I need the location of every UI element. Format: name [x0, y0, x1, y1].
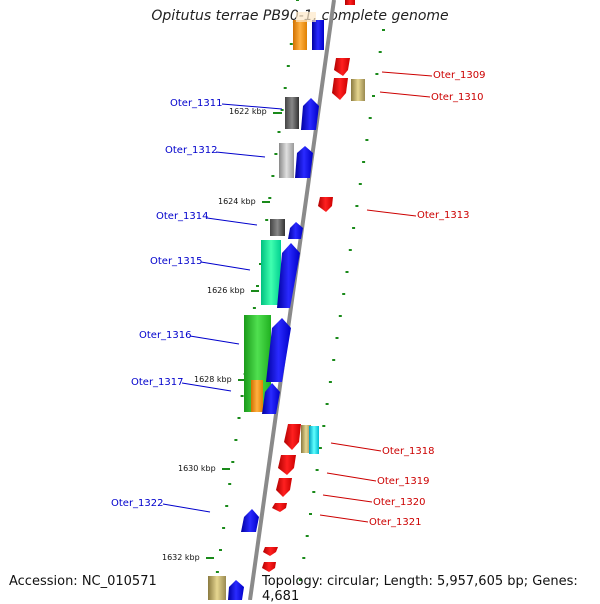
gene-arrow-oter-1321[interactable] — [272, 503, 287, 512]
forward-gene-labels: Oter_1311 Oter_1312 Oter_1314 Oter_1315 … — [111, 98, 223, 509]
gene-label-oter-1319[interactable]: Oter_1319 — [377, 476, 430, 487]
gene-label-oter-1320[interactable]: Oter_1320 — [373, 497, 426, 508]
gene-arrow-oter-1314[interactable] — [288, 222, 303, 239]
gene-label-oter-1321[interactable]: Oter_1321 — [369, 517, 422, 528]
gene-arrow-oter-1319[interactable] — [278, 455, 296, 475]
gene-label-oter-1310[interactable]: Oter_1310 — [431, 92, 484, 103]
gene-arrow-oter-1316[interactable] — [266, 318, 291, 382]
gene-label-oter-1311[interactable]: Oter_1311 — [170, 98, 223, 109]
gene-label-oter-1322[interactable]: Oter_1322 — [111, 498, 164, 509]
gene-label-oter-1316[interactable]: Oter_1316 — [139, 330, 192, 341]
scale-label-1628: 1628 kbp — [194, 375, 232, 384]
gene-label-oter-1317[interactable]: Oter_1317 — [131, 377, 184, 388]
accession-text: Accession: NC_010571 — [9, 574, 157, 589]
gene-arrow-oter-1310[interactable] — [332, 78, 348, 100]
reverse-features — [262, 0, 365, 572]
scale-label-1624: 1624 kbp — [218, 197, 256, 206]
genome-backbone — [248, 0, 336, 600]
gene-arrow-oter-1320[interactable] — [276, 478, 292, 497]
gene-arrow-oter-1313[interactable] — [318, 197, 333, 212]
label-leaders — [162, 71, 433, 523]
gene-arrow-oter-1312[interactable] — [295, 146, 313, 178]
gene-label-oter-1309[interactable]: Oter_1309 — [433, 70, 486, 81]
gene-arrow-oter-1318[interactable] — [284, 424, 301, 450]
scale-label-1632: 1632 kbp — [162, 553, 200, 562]
gene-arrow-oter-1315[interactable] — [277, 243, 300, 308]
scale-label-1626: 1626 kbp — [207, 286, 245, 295]
scale-label-1630: 1630 kbp — [178, 464, 216, 473]
tick-marks — [212, 0, 385, 595]
gene-arrow-oter-1309[interactable] — [334, 58, 350, 76]
gene-label-oter-1312[interactable]: Oter_1312 — [165, 145, 218, 156]
reverse-gene-labels: Oter_1309 Oter_1310 Oter_1313 Oter_1318 … — [369, 70, 486, 528]
forward-features — [208, 12, 324, 600]
scale-label-1622: 1622 kbp — [229, 107, 267, 116]
gene-arrow-oter-1317[interactable] — [262, 383, 280, 414]
scale-labels: 1622 kbp 1624 kbp 1626 kbp 1628 kbp 1630… — [162, 107, 282, 562]
gene-label-oter-1318[interactable]: Oter_1318 — [382, 446, 435, 457]
gene-label-oter-1315[interactable]: Oter_1315 — [150, 256, 203, 267]
gene-arrow-oter-1322[interactable] — [241, 509, 259, 532]
gene-label-oter-1313[interactable]: Oter_1313 — [417, 210, 470, 221]
gene-arrow-oter-1311[interactable] — [301, 98, 319, 130]
gene-label-oter-1314[interactable]: Oter_1314 — [156, 211, 209, 222]
